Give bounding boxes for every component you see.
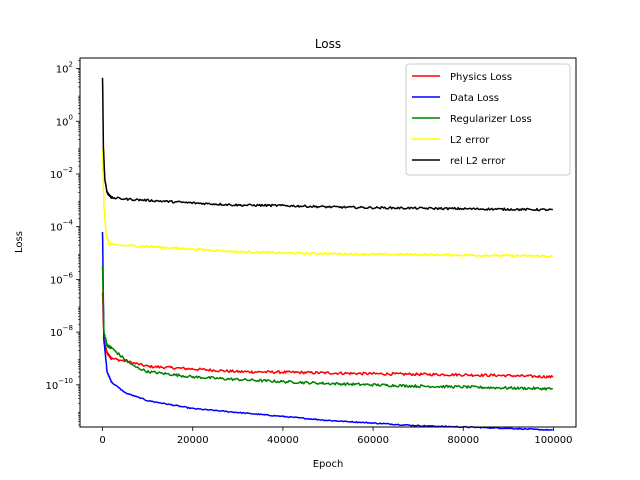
series-line-rel-l2-error	[101, 77, 553, 212]
y-tick-label: 10−10	[45, 377, 73, 392]
x-axis-label: Epoch	[313, 459, 344, 470]
y-axis-label: Loss	[14, 231, 25, 253]
legend-label: Regularizer Loss	[450, 114, 532, 125]
y-tick-label: 102	[56, 61, 73, 76]
x-tick-label: 0	[99, 435, 105, 446]
y-tick-label: 10−2	[50, 166, 73, 181]
x-tick-label: 100000	[534, 435, 572, 446]
y-axis: 102 100 10−2 10−4 10−6 10−8 10−10	[45, 60, 80, 426]
series-line-regularizer-loss	[101, 266, 553, 391]
legend-label: rel L2 error	[450, 156, 506, 167]
x-tick-label: 80000	[447, 435, 479, 446]
y-tick-label: 10−6	[50, 271, 74, 286]
x-tick-label: 40000	[267, 435, 299, 446]
y-tick-label: 100	[56, 113, 73, 128]
axes-frame	[79, 57, 577, 428]
legend-label: Data Loss	[450, 93, 499, 104]
legend-label: Physics Loss	[450, 72, 512, 83]
legend: Physics Loss Data Loss Regularizer Loss L2 …	[405, 63, 571, 176]
x-axis: 0 20000 40000 60000 80000 100000	[99, 427, 573, 446]
x-tick-label: 60000	[357, 435, 389, 446]
series-layer	[101, 77, 554, 432]
chart-title: Loss	[315, 37, 341, 51]
legend-box	[405, 63, 571, 176]
series-line-l2-error	[101, 147, 553, 258]
y-tick-label: 10−8	[50, 324, 73, 339]
y-tick-label: 10−4	[50, 219, 74, 234]
legend-label: L2 error	[450, 135, 490, 146]
series-line-physics-loss	[101, 292, 554, 379]
x-tick-label: 20000	[177, 435, 209, 446]
